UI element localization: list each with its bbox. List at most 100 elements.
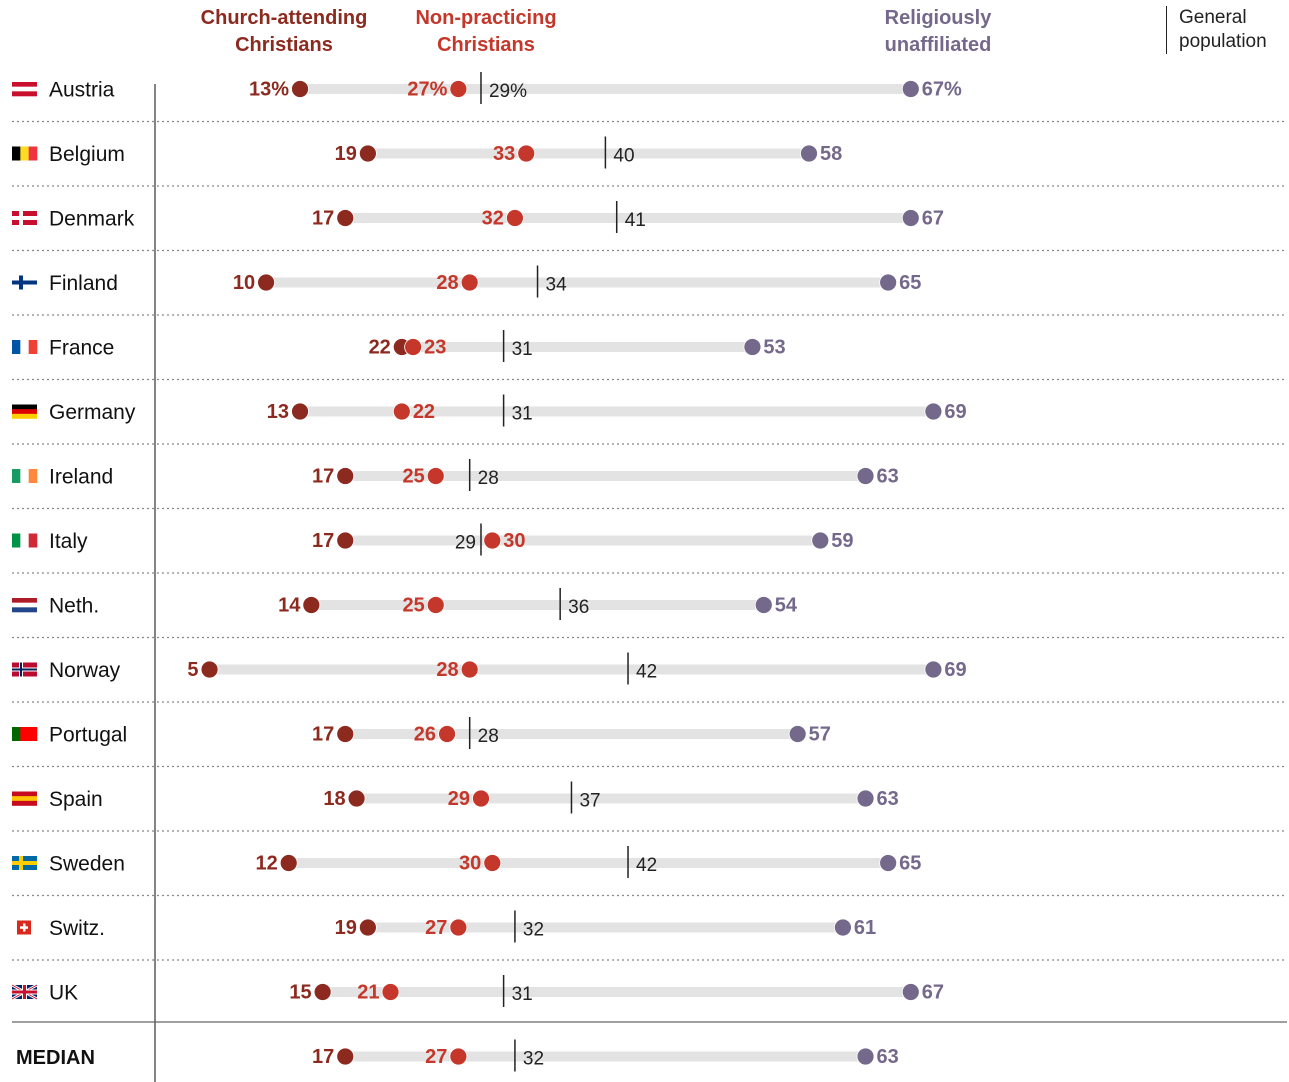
value-label: 57: [809, 723, 831, 745]
flag-stripe: [28, 146, 38, 161]
value-label: 22: [369, 336, 391, 358]
category-label: Belgium: [49, 143, 125, 166]
general-label: 31: [512, 404, 533, 425]
value-label: 53: [763, 336, 785, 358]
value-label: 22: [413, 401, 435, 423]
value-label: 18: [323, 788, 345, 810]
flag-stripe: [28, 533, 38, 548]
flag-stripe: [12, 82, 37, 87]
flag-cross: [20, 926, 28, 929]
flag-stripe: [12, 413, 37, 419]
category-label: MEDIAN: [16, 1047, 95, 1069]
dot: [426, 467, 445, 485]
category-label: Norway: [49, 659, 121, 682]
value-label: 27: [425, 917, 447, 939]
value-label: 58: [820, 143, 842, 165]
value-label: 21: [357, 981, 379, 1003]
flag: [12, 275, 37, 290]
flag-stripe: [12, 598, 37, 603]
value-label: 63: [877, 465, 899, 487]
value-label: 29: [448, 788, 470, 810]
dot: [336, 725, 355, 743]
flag-stripe: [12, 340, 21, 354]
flag-stripe: [20, 727, 29, 741]
range-bar: [209, 664, 934, 675]
flag-stripe: [12, 404, 37, 410]
dot: [506, 209, 524, 227]
flag-stripe: [28, 727, 38, 741]
value-label: 27%: [407, 78, 447, 100]
value-label: 67: [922, 207, 944, 229]
general-label: 31: [512, 984, 533, 1005]
dot: [291, 80, 309, 98]
value-label: 67: [922, 981, 944, 1003]
range-bar: [345, 535, 821, 546]
dot: [381, 983, 400, 1001]
range-bar: [345, 729, 798, 739]
flag: [12, 533, 38, 548]
flag: [12, 146, 38, 161]
value-label: 67%: [922, 78, 962, 100]
dot: [336, 1047, 355, 1066]
dot: [460, 273, 479, 292]
flag-cross: [12, 280, 37, 285]
dot: [336, 209, 355, 227]
flag: [11, 983, 38, 1001]
value-label: 14: [278, 594, 301, 616]
value-label: 65: [899, 852, 921, 874]
value-label: 25: [403, 594, 425, 616]
flag: [12, 856, 37, 870]
range-bar: [367, 922, 843, 933]
flag-stripe: [20, 469, 29, 483]
dot: [358, 144, 377, 163]
dot: [449, 1047, 468, 1066]
general-label: 42: [636, 662, 657, 683]
range-bar: [401, 342, 753, 352]
dot: [800, 144, 818, 163]
dot: [879, 854, 898, 872]
value-label: 15: [289, 981, 311, 1003]
general-label: 42: [636, 855, 657, 876]
flag-stripe: [12, 607, 37, 613]
flag-cross: [12, 990, 37, 994]
dot: [811, 531, 830, 550]
value-label: 17: [312, 723, 334, 745]
category-label: Switz.: [49, 917, 105, 940]
range-bar: [345, 213, 911, 223]
flag-stripe: [12, 146, 21, 161]
dot: [358, 918, 377, 937]
dot: [336, 467, 355, 485]
dot: [257, 273, 276, 292]
value-label: 13: [267, 401, 289, 423]
legend-nonpracticing: Non-practicing Christians: [415, 7, 557, 56]
value-label: 33: [493, 143, 515, 165]
legend-general: General population: [1166, 6, 1289, 54]
dot: [788, 725, 807, 743]
dot: [856, 789, 875, 808]
flag: [12, 404, 37, 419]
dot: [291, 402, 309, 421]
flag-stripe: [12, 409, 37, 415]
range-bar: [367, 148, 809, 159]
category-label: Portugal: [49, 724, 127, 747]
dot: [856, 467, 875, 485]
flag: [12, 82, 37, 97]
value-label: 5: [187, 659, 198, 681]
dot: [472, 789, 490, 808]
flag-stripe: [12, 469, 21, 483]
flag-cross: [12, 668, 37, 671]
flag-stripe: [20, 533, 29, 548]
value-label: 61: [854, 917, 876, 939]
general-label: 28: [478, 726, 499, 747]
category-label: Neth.: [49, 595, 99, 618]
category-label: UK: [49, 982, 78, 1005]
dot: [404, 338, 423, 356]
flag-cross: [12, 861, 37, 865]
category-label: Denmark: [49, 208, 135, 231]
flag: [12, 727, 38, 741]
flag-stripe: [12, 791, 37, 797]
flag: [12, 469, 38, 483]
flag-stripe: [20, 146, 29, 161]
value-label: 17: [312, 1046, 334, 1068]
flag: [17, 920, 31, 935]
